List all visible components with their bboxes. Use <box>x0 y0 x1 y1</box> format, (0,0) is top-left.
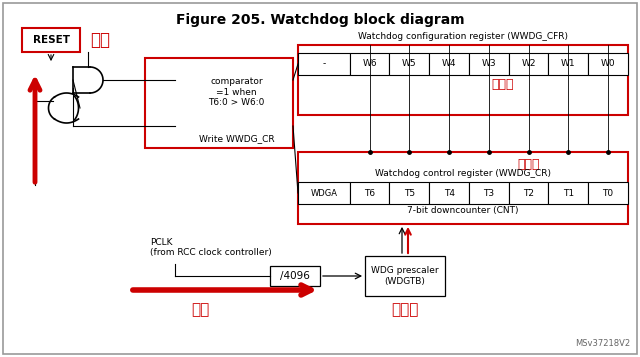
Text: 7-bit downcounter (CNT): 7-bit downcounter (CNT) <box>407 206 519 215</box>
Text: Watchdog control register (WWDG_CR): Watchdog control register (WWDG_CR) <box>375 170 551 178</box>
Text: T1: T1 <box>563 188 574 197</box>
Text: WDGA: WDGA <box>310 188 337 197</box>
Bar <box>509 182 548 204</box>
Text: T5: T5 <box>404 188 415 197</box>
Text: W1: W1 <box>561 60 575 69</box>
Text: W6: W6 <box>362 60 377 69</box>
Text: PCLK
(from RCC clock controller): PCLK (from RCC clock controller) <box>150 238 272 257</box>
Bar <box>298 182 349 204</box>
Text: comparator
=1 when
T6:0 > W6:0: comparator =1 when T6:0 > W6:0 <box>209 77 265 107</box>
Text: 复位: 复位 <box>90 31 110 49</box>
Text: MSv37218V2: MSv37218V2 <box>575 339 630 348</box>
Bar <box>298 45 628 115</box>
Text: 分频: 分频 <box>191 302 209 317</box>
Text: -: - <box>322 60 326 69</box>
Bar <box>390 53 429 75</box>
Text: WDG prescaler
(WDGTB): WDG prescaler (WDGTB) <box>371 266 439 286</box>
Text: Figure 205. Watchdog block diagram: Figure 205. Watchdog block diagram <box>176 13 464 27</box>
Text: W5: W5 <box>402 60 417 69</box>
Text: /4096: /4096 <box>280 271 310 281</box>
Bar <box>390 182 429 204</box>
Bar <box>349 53 390 75</box>
Bar <box>548 53 588 75</box>
Bar <box>469 53 509 75</box>
Text: T2: T2 <box>523 188 534 197</box>
Bar <box>548 182 588 204</box>
Text: RESET: RESET <box>33 35 70 45</box>
Text: Write WWDG_CR: Write WWDG_CR <box>199 135 275 144</box>
Text: T0: T0 <box>602 188 614 197</box>
Text: Watchdog configuration register (WWDG_CFR): Watchdog configuration register (WWDG_CF… <box>358 32 568 41</box>
Bar <box>298 53 349 75</box>
Text: 窗口値: 窗口値 <box>492 79 514 91</box>
Bar <box>429 53 469 75</box>
Bar <box>22 28 80 52</box>
Bar <box>588 53 628 75</box>
Text: W4: W4 <box>442 60 456 69</box>
Bar <box>469 182 509 204</box>
Text: W2: W2 <box>522 60 536 69</box>
Bar <box>365 256 445 296</box>
Text: 再分频: 再分频 <box>391 302 419 317</box>
Bar <box>588 182 628 204</box>
Bar <box>270 266 320 286</box>
Bar <box>349 182 390 204</box>
Text: W0: W0 <box>601 60 616 69</box>
Bar <box>298 152 628 224</box>
Text: T4: T4 <box>444 188 454 197</box>
Bar <box>509 53 548 75</box>
Text: 计数値: 计数値 <box>518 157 540 171</box>
Text: T6: T6 <box>364 188 375 197</box>
Text: T3: T3 <box>483 188 495 197</box>
Bar <box>429 182 469 204</box>
Text: W3: W3 <box>481 60 496 69</box>
Bar <box>145 58 293 148</box>
